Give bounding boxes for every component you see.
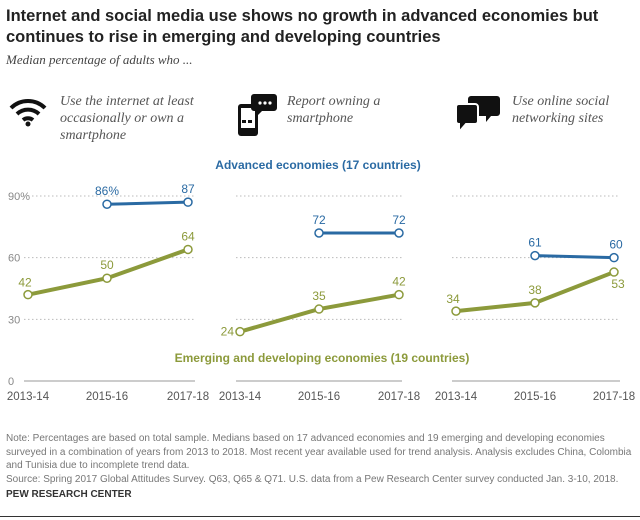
advanced-data-label: 72: [312, 213, 326, 227]
x-tick-label: 2017-18: [593, 391, 635, 403]
advanced-data-point: [394, 228, 404, 238]
panel-2-title: Report owning a smartphone: [287, 94, 381, 126]
y-tick-label: 90%: [8, 191, 30, 203]
emerging-series-label: Emerging and developing economies (19 co…: [175, 351, 470, 365]
emerging-data-label: 50: [100, 258, 114, 272]
emerging-data-label: 34: [446, 292, 460, 306]
emerging-data-label: 42: [18, 276, 32, 290]
emerging-data-label: 38: [528, 283, 542, 297]
advanced-data-label: 61: [528, 236, 542, 250]
x-tick-label: 2017-18: [378, 391, 420, 403]
emerging-data-label: 53: [611, 277, 625, 291]
note-text: Note: Percentages are based on total sam…: [6, 433, 632, 471]
advanced-data-point: [530, 250, 540, 261]
y-tick-label: 0: [8, 376, 14, 388]
emerging-data-point: [102, 273, 112, 283]
advanced-data-point: [609, 252, 619, 263]
advanced-data-label: 86%: [95, 184, 119, 198]
chart-svg: 0 30 60 90% 2013-14 2015-16 2017-18 42 50 64 86% 87…: [7, 158, 635, 403]
emerging-data-point: [183, 244, 193, 255]
advanced-data-point: [314, 228, 324, 238]
emerging-data-point: [394, 289, 404, 300]
emerging-data-point: [451, 306, 461, 316]
emerging-data-label: 42: [392, 275, 406, 289]
emerging-data-point: [609, 267, 619, 277]
x-tick-label: 2015-16: [514, 391, 556, 403]
emerging-data-label: 64: [181, 229, 195, 243]
emerging-data-point: [23, 289, 33, 300]
chart-title: Internet and social media use shows no g…: [6, 7, 599, 46]
x-tick-label: 2013-14: [7, 391, 50, 403]
brand-label: PEW RESEARCH CENTER: [6, 489, 132, 500]
advanced-data-point: [102, 199, 112, 209]
advanced-series-label: Advanced economies (17 countries): [215, 158, 420, 172]
panel-3-title: Use online social networking sites: [512, 94, 610, 126]
advanced-series-line: [534, 254, 615, 260]
y-tick-label: 60: [8, 253, 20, 265]
x-tick-label: 2017-18: [167, 391, 209, 403]
emerging-data-label: 35: [312, 289, 326, 303]
emerging-data-label: 24: [221, 325, 235, 339]
advanced-data-label: 72: [392, 213, 406, 227]
speech-bubbles-icon: [455, 96, 500, 134]
chart-note: Note: Percentages are based on total sam…: [6, 432, 636, 486]
chart-subtitle: Median percentage of adults who ...: [6, 52, 193, 67]
bottom-rule: [0, 516, 640, 517]
x-tick-label: 2013-14: [219, 391, 262, 403]
panel-1-title: Use the internet at least occasionally o…: [60, 94, 194, 143]
advanced-data-point: [183, 197, 193, 207]
x-tick-label: 2015-16: [86, 391, 128, 403]
y-tick-label: 30: [8, 314, 20, 326]
emerging-data-point: [530, 298, 540, 308]
x-tick-label: 2013-14: [435, 391, 478, 403]
source-text: Source: Spring 2017 Global Attitudes Sur…: [6, 473, 619, 485]
x-tick-label: 2015-16: [298, 391, 340, 403]
smartphone-chat-icon: [238, 94, 277, 136]
advanced-data-label: 87: [181, 182, 195, 196]
emerging-data-point: [314, 304, 324, 314]
emerging-data-point: [235, 326, 245, 337]
advanced-data-label: 60: [609, 238, 623, 252]
advanced-series-line: [106, 200, 189, 206]
wifi-icon: [9, 98, 47, 127]
